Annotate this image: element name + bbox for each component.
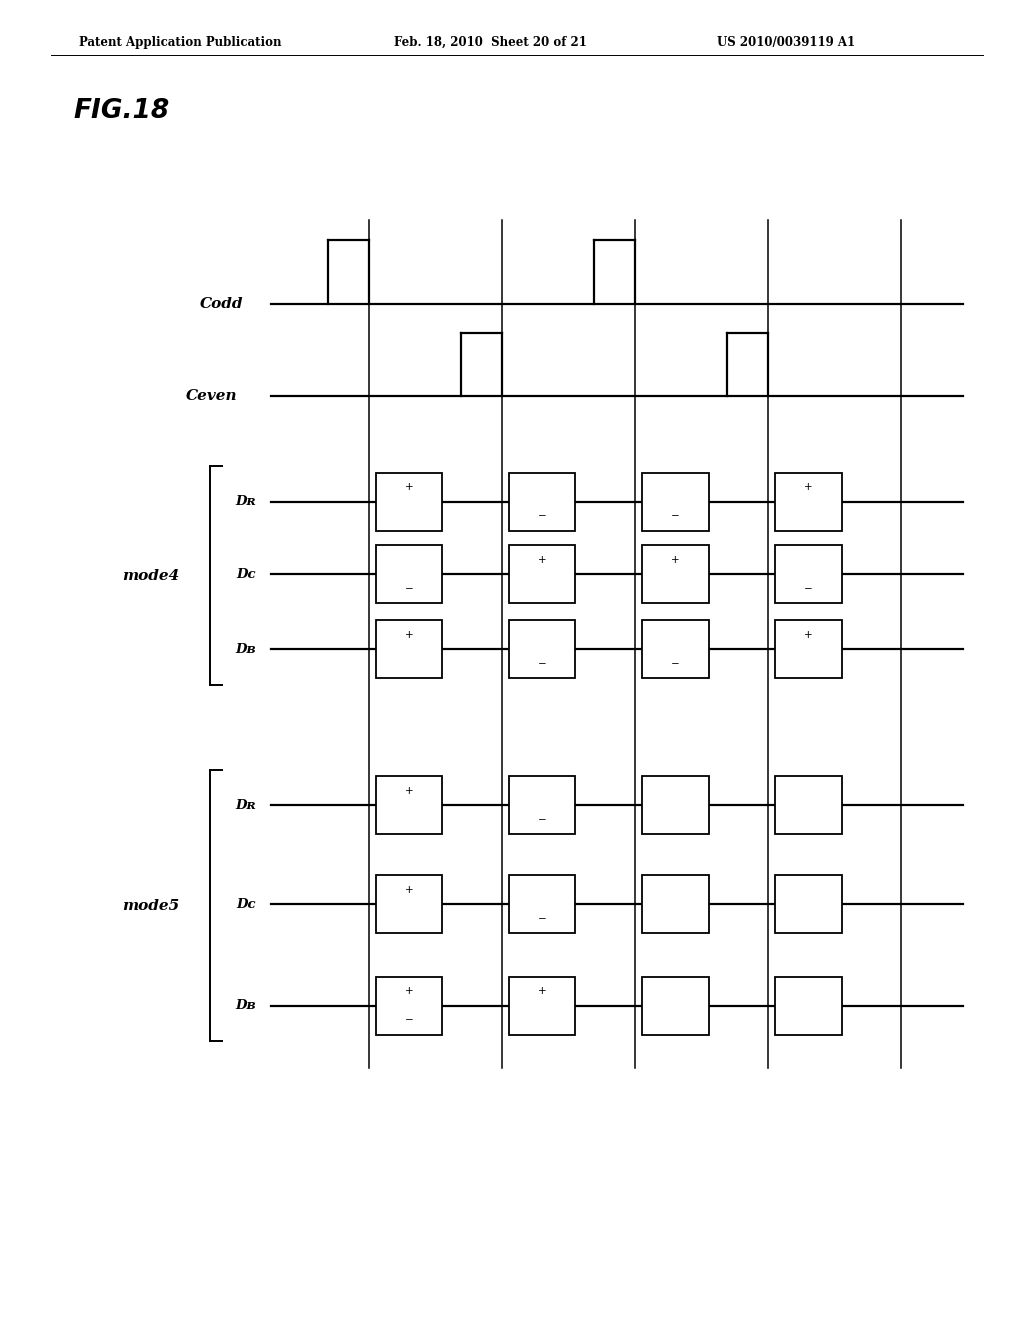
Text: −: −: [804, 583, 813, 594]
Text: −: −: [671, 659, 680, 669]
Text: Patent Application Publication: Patent Application Publication: [79, 36, 282, 49]
Bar: [642, 620, 709, 678]
Text: −: −: [538, 511, 547, 521]
Text: +: +: [404, 785, 414, 796]
Text: mode5: mode5: [122, 899, 179, 912]
Text: Dᴄ: Dᴄ: [237, 898, 256, 911]
Text: Ceven: Ceven: [186, 389, 238, 403]
Text: Codd: Codd: [201, 297, 244, 310]
Text: +: +: [404, 986, 414, 997]
Text: US 2010/0039119 A1: US 2010/0039119 A1: [717, 36, 855, 49]
Text: −: −: [538, 814, 547, 825]
Bar: [509, 545, 575, 603]
Text: −: −: [671, 511, 680, 521]
Bar: [775, 473, 842, 531]
Bar: [509, 473, 575, 531]
Text: −: −: [404, 1015, 414, 1026]
Text: Dʀ: Dʀ: [236, 495, 256, 508]
Bar: [775, 545, 842, 603]
Bar: [642, 545, 709, 603]
Bar: [376, 875, 442, 933]
Text: +: +: [804, 630, 813, 640]
Text: +: +: [404, 630, 414, 640]
Text: −: −: [538, 913, 547, 924]
Text: Feb. 18, 2010  Sheet 20 of 21: Feb. 18, 2010 Sheet 20 of 21: [394, 36, 587, 49]
Bar: [376, 620, 442, 678]
Bar: [642, 875, 709, 933]
Text: +: +: [404, 884, 414, 895]
Bar: [376, 545, 442, 603]
Bar: [376, 977, 442, 1035]
Bar: [376, 473, 442, 531]
Bar: [509, 776, 575, 834]
Bar: [509, 620, 575, 678]
Text: mode4: mode4: [122, 569, 179, 582]
Text: +: +: [538, 554, 547, 565]
Bar: [642, 776, 709, 834]
Text: +: +: [404, 482, 414, 492]
Text: Dᴄ: Dᴄ: [237, 568, 256, 581]
Bar: [376, 776, 442, 834]
Bar: [642, 977, 709, 1035]
Bar: [509, 977, 575, 1035]
Bar: [509, 875, 575, 933]
Text: Dʀ: Dʀ: [236, 799, 256, 812]
Bar: [775, 875, 842, 933]
Text: Dʙ: Dʙ: [236, 643, 256, 656]
Text: −: −: [538, 659, 547, 669]
Text: +: +: [538, 986, 547, 997]
Bar: [642, 473, 709, 531]
Text: +: +: [804, 482, 813, 492]
Text: FIG.18: FIG.18: [74, 98, 170, 124]
Text: Dʙ: Dʙ: [236, 999, 256, 1012]
Bar: [775, 977, 842, 1035]
Bar: [775, 776, 842, 834]
Text: −: −: [404, 583, 414, 594]
Bar: [775, 620, 842, 678]
Text: +: +: [671, 554, 680, 565]
